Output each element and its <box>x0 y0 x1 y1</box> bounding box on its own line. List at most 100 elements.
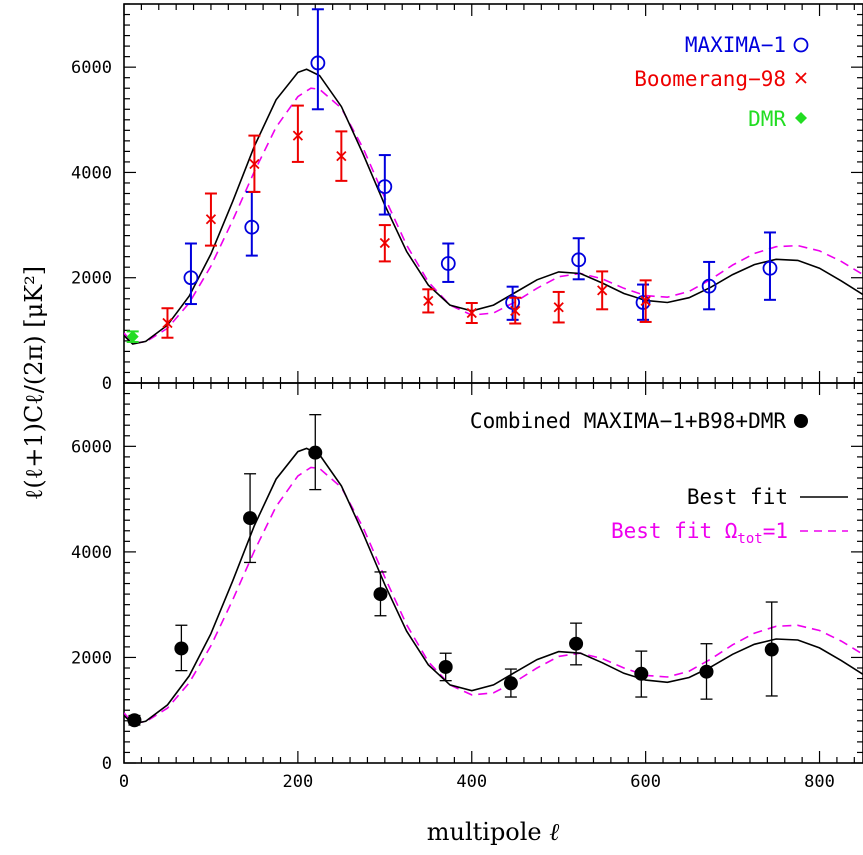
best-fit-flat-curve <box>124 466 863 724</box>
plot-frame <box>123 382 863 764</box>
marker-open-circle <box>701 278 717 294</box>
plot-frame <box>123 3 863 384</box>
y-axis-title: ℓ(ℓ+1)Cℓ/(2π) [μK²] <box>20 266 48 500</box>
series-cross <box>161 104 652 339</box>
x-axis-title: multipole ℓ <box>427 818 560 846</box>
marker-open-circle <box>183 270 199 286</box>
y-tick-label: 0 <box>102 374 112 394</box>
y-tick-label: 6000 <box>71 58 112 78</box>
marker-filled-circle <box>373 587 388 602</box>
legend-maxima-marker <box>793 37 809 53</box>
data-point <box>762 231 778 301</box>
y-tick-label: 4000 <box>71 543 112 563</box>
data-point <box>310 8 326 111</box>
marker-cross <box>205 214 217 225</box>
marker-filled-circle <box>764 642 779 657</box>
data-point <box>335 130 348 182</box>
data-point <box>634 650 649 698</box>
y-tick-label: 2000 <box>71 269 112 289</box>
marker-cross <box>466 307 477 319</box>
x-tick-label: 0 <box>119 772 129 792</box>
marker-filled-circle <box>127 713 142 728</box>
marker-cross <box>640 295 651 307</box>
bottom-panel: 0 2000 4000 6000 0 200 400 600 800 <box>71 382 863 792</box>
data-point <box>378 224 391 263</box>
marker-cross <box>423 295 434 307</box>
legend-best-fit-label: Best fit <box>687 485 788 509</box>
data-point <box>596 270 609 311</box>
legend-dmr-label: DMR <box>748 107 786 131</box>
data-point <box>635 283 651 321</box>
series-filled-circle <box>127 414 779 728</box>
marker-diamond <box>126 330 139 343</box>
data-point <box>503 668 518 698</box>
marker-filled-circle <box>569 636 584 651</box>
legend-maxima-label: MAXIMA−1 <box>685 33 786 57</box>
data-point <box>465 301 478 324</box>
marker-open-circle <box>571 252 587 268</box>
data-point <box>377 154 393 216</box>
y-tick-label: 6000 <box>71 437 112 457</box>
marker-open-circle <box>310 55 326 71</box>
data-point <box>701 260 717 311</box>
marker-open-circle <box>762 260 778 276</box>
marker-open-circle <box>377 179 393 195</box>
marker-filled-circle <box>243 511 258 526</box>
data-point <box>248 134 261 193</box>
marker-cross <box>292 130 304 141</box>
marker-cross <box>597 285 608 296</box>
data-point <box>440 242 456 283</box>
y-tick-label: 2000 <box>71 648 112 668</box>
marker-cross <box>379 237 390 249</box>
top-legend: MAXIMA−1 Boomerang−98 DMR <box>634 33 809 131</box>
x-tick-label: 200 <box>283 772 314 792</box>
marker-open-circle <box>244 219 260 235</box>
marker-filled-circle <box>438 659 453 674</box>
y-tick-label: 4000 <box>71 163 112 183</box>
marker-filled-circle <box>634 666 649 681</box>
data-point <box>438 652 453 682</box>
data-point <box>699 643 714 700</box>
y-tick-label: 0 <box>102 754 112 774</box>
series-filled-diamond <box>126 330 139 343</box>
marker-cross <box>336 150 347 162</box>
marker-cross <box>510 305 521 317</box>
best-fit-curve <box>124 447 863 725</box>
marker-cross <box>553 302 564 313</box>
data-point <box>174 624 189 672</box>
marker-open-circle <box>635 295 651 310</box>
data-point <box>764 601 779 697</box>
bottom-legend: Combined MAXIMA−1+B98+DMR Best fit Best … <box>470 409 848 547</box>
data-point <box>509 296 522 325</box>
data-point <box>308 414 323 491</box>
marker-filled-circle <box>174 641 189 656</box>
data-point <box>552 290 565 324</box>
data-point <box>291 104 304 163</box>
top-panel: 0 2000 4000 6000 <box>71 3 863 394</box>
marker-filled-circle <box>308 445 323 460</box>
data-point <box>243 473 258 564</box>
data-point <box>127 713 142 728</box>
legend-best-fit-flat-label: Best fit Ωtot=1 <box>611 519 788 547</box>
data-point <box>571 237 587 281</box>
data-point <box>126 330 139 343</box>
marker-cross <box>249 158 260 170</box>
legend-dmr-marker <box>795 112 807 124</box>
data-point <box>373 571 388 617</box>
data-point <box>569 622 584 666</box>
legend-boomerang-marker <box>795 72 807 84</box>
legend-boomerang-label: Boomerang−98 <box>634 67 786 91</box>
data-point <box>183 242 199 306</box>
legend-combined-label: Combined MAXIMA−1+B98+DMR <box>470 409 786 433</box>
x-tick-label: 600 <box>630 772 661 792</box>
marker-cross <box>162 317 173 329</box>
data-point <box>161 307 174 339</box>
data-point <box>244 190 260 257</box>
data-point <box>204 192 217 247</box>
marker-open-circle <box>440 256 456 271</box>
marker-filled-circle <box>699 664 714 679</box>
x-tick-label: 400 <box>456 772 487 792</box>
data-point <box>639 279 652 323</box>
